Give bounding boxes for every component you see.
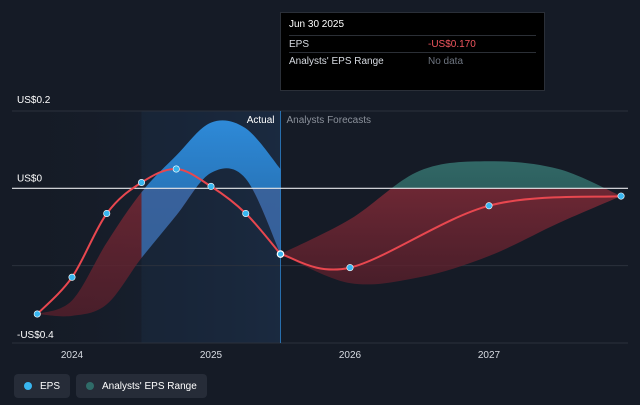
tooltip-eps-value: -US$0.170 [428,39,476,50]
x-tick-label: 2026 [339,350,362,361]
legend: EPS Analysts' EPS Range [14,374,207,398]
tooltip: Jun 30 2025 EPS -US$0.170 Analysts' EPS … [280,12,545,91]
eps-point[interactable] [33,310,41,318]
eps-markers [33,165,625,318]
eps-point[interactable] [242,209,250,217]
actual-range-band-lower [141,188,281,258]
legend-eps-label: EPS [40,380,61,392]
x-axis-ticks: 2024 2025 2026 2027 [61,350,501,361]
tooltip-title: Jun 30 2025 [289,19,345,30]
eps-point[interactable] [276,250,285,258]
eps-point[interactable] [68,273,76,281]
eps-point[interactable] [103,209,111,217]
x-tick-label: 2027 [478,350,501,361]
legend-item-eps[interactable]: EPS [14,374,71,398]
y-tick-zero: US$0 [17,173,42,184]
eps-point[interactable] [485,202,493,210]
forecast-range-band-positive [391,161,606,189]
y-tick-bottom: -US$0.4 [17,330,54,341]
legend-item-range[interactable]: Analysts' EPS Range [76,374,207,398]
forecast-range-band-negative [280,188,622,285]
tooltip-range-value: No data [428,56,464,67]
eps-point[interactable] [346,264,354,272]
eps-point[interactable] [207,182,215,190]
forecast-label: Analysts Forecasts [287,115,371,126]
actual-label: Actual [247,115,275,126]
tooltip-range-label: Analysts' EPS Range [289,56,384,67]
tooltip-eps-label: EPS [289,39,310,50]
eps-point[interactable] [617,192,625,200]
eps-point[interactable] [138,179,146,187]
x-tick-label: 2024 [61,350,84,361]
tooltip-row-eps: EPS -US$0.170 [289,35,536,52]
eps-point[interactable] [172,165,180,173]
legend-eps-dot-icon [24,382,32,390]
actual-range-band-negative [37,188,281,317]
eps-line-actual [36,167,282,315]
legend-range-dot-icon [86,382,95,390]
legend-range-label: Analysts' EPS Range [102,380,197,392]
eps-line-forecast [280,195,622,271]
tooltip-row-range: Analysts' EPS Range No data [289,52,536,69]
x-tick-label: 2025 [200,350,223,361]
y-tick-top: US$0.2 [17,95,51,106]
